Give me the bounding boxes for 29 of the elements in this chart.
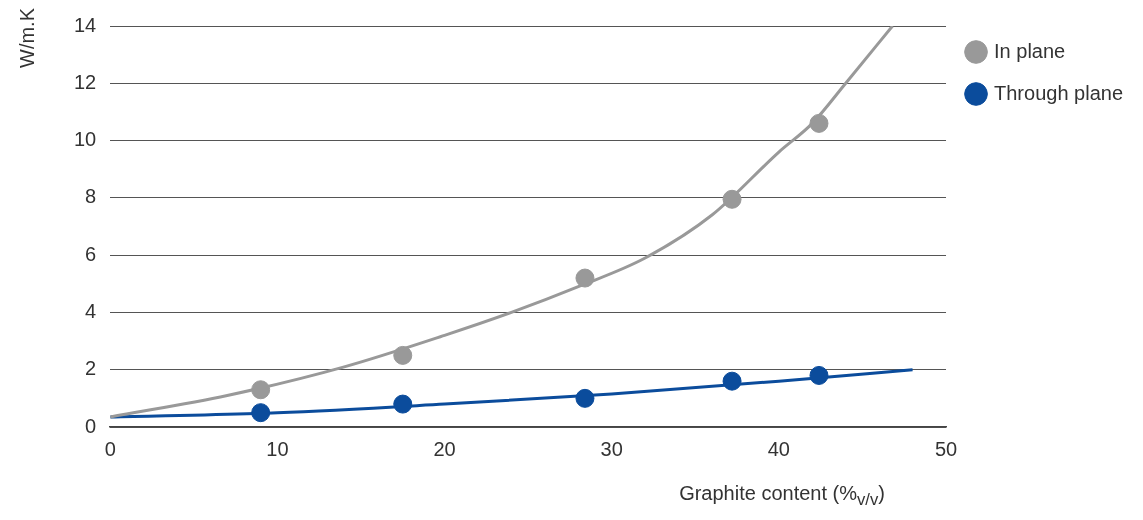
point: [575, 388, 595, 408]
point: [809, 113, 829, 133]
point: [393, 345, 413, 365]
x-tick-label: 30: [600, 437, 623, 460]
y-tick-label: 10: [74, 128, 97, 151]
point: [722, 189, 742, 209]
y-axis-title: W/m.K: [16, 8, 39, 68]
legend-label: Through plane: [994, 81, 1123, 104]
point: [251, 403, 271, 423]
x-tick-label: 10: [266, 437, 289, 460]
y-tick-label: 2: [85, 357, 97, 380]
legend-label: In plane: [994, 39, 1066, 62]
y-tick-label: 14: [74, 13, 97, 36]
point: [722, 371, 742, 391]
x-tick-label: 20: [433, 437, 456, 460]
y-tick-label: 12: [74, 70, 97, 93]
point: [575, 268, 595, 288]
x-axis-title: Graphite content (%$_{v/v}$): [679, 482, 885, 510]
point: [393, 394, 413, 414]
x-tick-label: 50: [934, 437, 958, 460]
y-tick-label: 8: [85, 185, 97, 208]
y-tick-label: 6: [85, 242, 97, 265]
x-tick-label: 40: [767, 437, 790, 460]
line-series: [110, 26, 895, 419]
y-tick-label: 0: [85, 414, 97, 437]
y-tick-label: 4: [85, 299, 97, 322]
x-tick-label: 0: [104, 437, 116, 460]
point: [251, 380, 271, 400]
point: [809, 365, 829, 385]
